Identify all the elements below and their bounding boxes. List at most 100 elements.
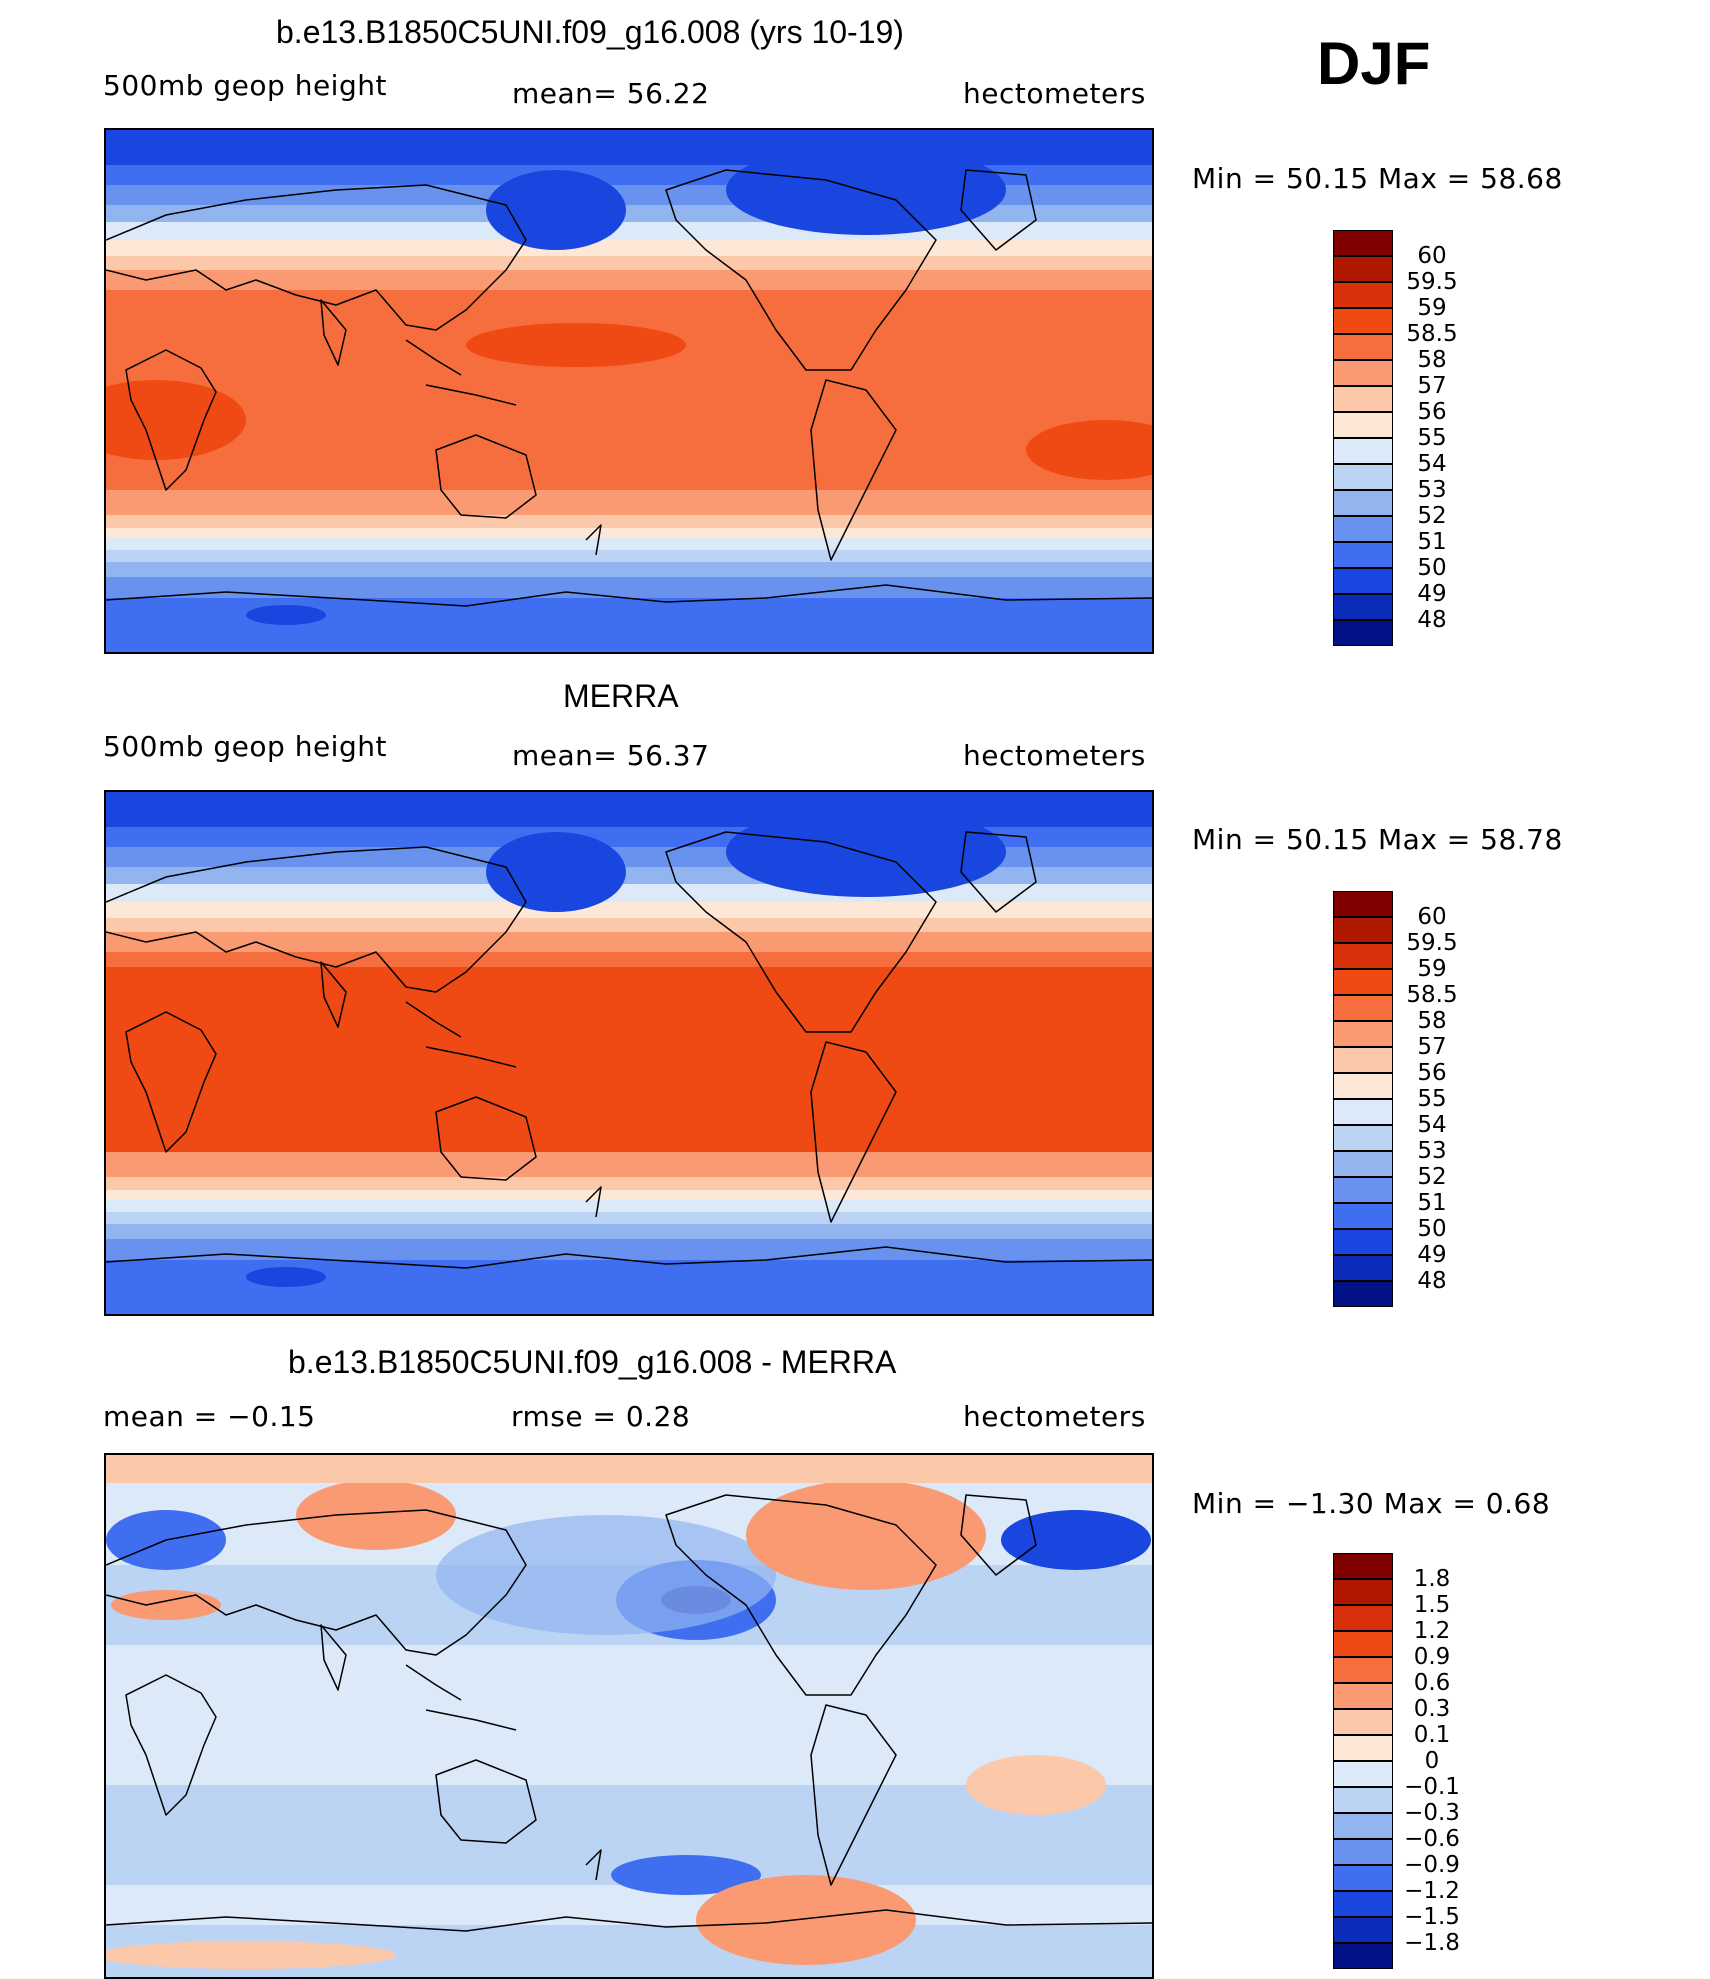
colorbar-swatch: [1333, 1125, 1393, 1151]
colorbar-swatch: [1333, 1203, 1393, 1229]
colorbar-swatch: [1333, 891, 1393, 917]
colorbar-swatch: [1333, 1709, 1393, 1735]
colorbar-swatch: [1333, 1255, 1393, 1281]
colorbar-swatch: [1333, 1787, 1393, 1813]
colorbar-swatch: [1333, 1735, 1393, 1761]
colorbar-swatch: [1333, 438, 1393, 464]
colorbar-tick-label: 54: [1417, 1112, 1447, 1138]
colorbar-swatch: [1333, 1281, 1393, 1307]
colorbar-tick-label: 58: [1417, 347, 1447, 373]
colorbar-tick-label: 50: [1417, 555, 1447, 581]
colorbar-tick-label: 52: [1417, 503, 1447, 529]
colorbar-swatch: [1333, 490, 1393, 516]
colorbar-tick-label: 56: [1417, 1060, 1447, 1086]
colorbar-swatch: [1333, 969, 1393, 995]
colorbar-tick-label: 51: [1417, 529, 1447, 555]
colorbar-swatch: [1333, 1605, 1393, 1631]
colorbar-tick-label: 49: [1417, 1242, 1447, 1268]
colorbar-swatch: [1333, 334, 1393, 360]
colorbar-tick-label: 1.2: [1413, 1618, 1451, 1644]
colorbar-swatch: [1333, 1553, 1393, 1579]
colorbar-tick-label: 1.5: [1413, 1592, 1451, 1618]
colorbar-tick-label: −0.6: [1404, 1826, 1460, 1852]
panel-1-colorbar: 60 59.5 59 58.5 58 57 56 55 54 53 52 51 50 49 48: [1333, 230, 1483, 646]
colorbar-swatch: [1333, 1839, 1393, 1865]
colorbar-tick-label: 58.5: [1406, 982, 1458, 1008]
colorbar-tick-label: 58.5: [1406, 321, 1458, 347]
colorbar-swatch: [1333, 995, 1393, 1021]
panel-3-minmax: Min = −1.30 Max = 0.68: [1192, 1487, 1551, 1520]
colorbar-swatch: [1333, 1683, 1393, 1709]
colorbar-swatch: [1333, 360, 1393, 386]
colorbar-tick-label: 59: [1417, 295, 1447, 321]
colorbar-tick-label: 52: [1417, 1164, 1447, 1190]
colorbar-swatch: [1333, 1021, 1393, 1047]
panel-3-mean-label: mean = −0.15: [103, 1400, 316, 1433]
colorbar-tick-label: 57: [1417, 1034, 1447, 1060]
colorbar-swatch: [1333, 1657, 1393, 1683]
colorbar-tick-label: 58: [1417, 1008, 1447, 1034]
colorbar-swatch: [1333, 1813, 1393, 1839]
colorbar-swatch: [1333, 1047, 1393, 1073]
colorbar-swatch: [1333, 1917, 1393, 1943]
colorbar-swatch: [1333, 620, 1393, 646]
panel-1-mean-label: mean= 56.22: [512, 77, 710, 110]
colorbar-tick-label: 53: [1417, 477, 1447, 503]
panel-2-units-label: hectometers: [963, 739, 1146, 772]
colorbar-swatch: [1333, 1891, 1393, 1917]
colorbar-swatch: [1333, 1177, 1393, 1203]
colorbar-swatch: [1333, 1073, 1393, 1099]
colorbar-tick-label: 50: [1417, 1216, 1447, 1242]
panel-2-minmax: Min = 50.15 Max = 58.78: [1192, 823, 1563, 856]
panel-3-title: b.e13.B1850C5UNI.f09_g16.008 - MERRA: [288, 1344, 897, 1380]
colorbar-tick-label: 48: [1417, 1268, 1447, 1294]
panel-1-variable-label: 500mb geop height: [103, 69, 387, 102]
panel-1-units-label: hectometers: [963, 77, 1146, 110]
colorbar-tick-label: 49: [1417, 581, 1447, 607]
panel-2-title: MERRA: [563, 678, 679, 714]
colorbar-swatch: [1333, 230, 1393, 256]
colorbar-tick-label: −0.9: [1404, 1852, 1460, 1878]
map-field: [106, 130, 1152, 652]
colorbar-tick-label: −1.8: [1404, 1930, 1460, 1956]
colorbar-swatch: [1333, 412, 1393, 438]
colorbar-swatch: [1333, 1099, 1393, 1125]
colorbar-swatch: [1333, 917, 1393, 943]
colorbar-tick-label: 59.5: [1406, 930, 1458, 956]
colorbar-tick-label: 48: [1417, 607, 1447, 633]
colorbar-tick-label: 0.3: [1413, 1696, 1451, 1722]
panel-3-rmse-label: rmse = 0.28: [511, 1400, 691, 1433]
colorbar-swatch: [1333, 1761, 1393, 1787]
colorbar-swatch: [1333, 516, 1393, 542]
colorbar-swatch: [1333, 386, 1393, 412]
panel-1-title: b.e13.B1850C5UNI.f09_g16.008 (yrs 10-19): [276, 14, 904, 50]
colorbar-tick-label: 55: [1417, 1086, 1447, 1112]
colorbar-tick-label: 60: [1417, 904, 1447, 930]
colorbar-swatch: [1333, 1579, 1393, 1605]
colorbar-swatch: [1333, 568, 1393, 594]
colorbar-tick-label: 56: [1417, 399, 1447, 425]
panel-3-colorbar: 1.8 1.5 1.2 0.9 0.6 0.3 0.1 0 −0.1 −0.3 −0.6 −0.9 −1…: [1333, 1553, 1483, 1969]
panel-3-units-label: hectometers: [963, 1400, 1146, 1433]
colorbar-tick-label: −1.5: [1404, 1904, 1460, 1930]
colorbar-tick-label: −0.1: [1404, 1774, 1460, 1800]
colorbar-swatch: [1333, 943, 1393, 969]
colorbar-tick-label: 0.1: [1413, 1722, 1451, 1748]
colorbar-tick-label: 59.5: [1406, 269, 1458, 295]
colorbar-tick-label: 57: [1417, 373, 1447, 399]
colorbar-swatch: [1333, 464, 1393, 490]
panel-1-minmax: Min = 50.15 Max = 58.68: [1192, 162, 1563, 195]
colorbar-tick-label: 0.6: [1413, 1670, 1451, 1696]
panel-1-map: [104, 128, 1154, 654]
panel-2-mean-label: mean= 56.37: [512, 739, 710, 772]
colorbar-swatch: [1333, 282, 1393, 308]
colorbar-tick-label: −1.2: [1404, 1878, 1460, 1904]
colorbar-swatch: [1333, 1631, 1393, 1657]
colorbar-swatch: [1333, 256, 1393, 282]
colorbar-swatch: [1333, 1865, 1393, 1891]
colorbar-tick-label: 0.9: [1413, 1644, 1451, 1670]
map-field: [106, 1455, 1152, 1977]
colorbar-swatch: [1333, 1943, 1393, 1969]
colorbar-tick-label: 53: [1417, 1138, 1447, 1164]
season-label: DJF: [1317, 30, 1431, 97]
